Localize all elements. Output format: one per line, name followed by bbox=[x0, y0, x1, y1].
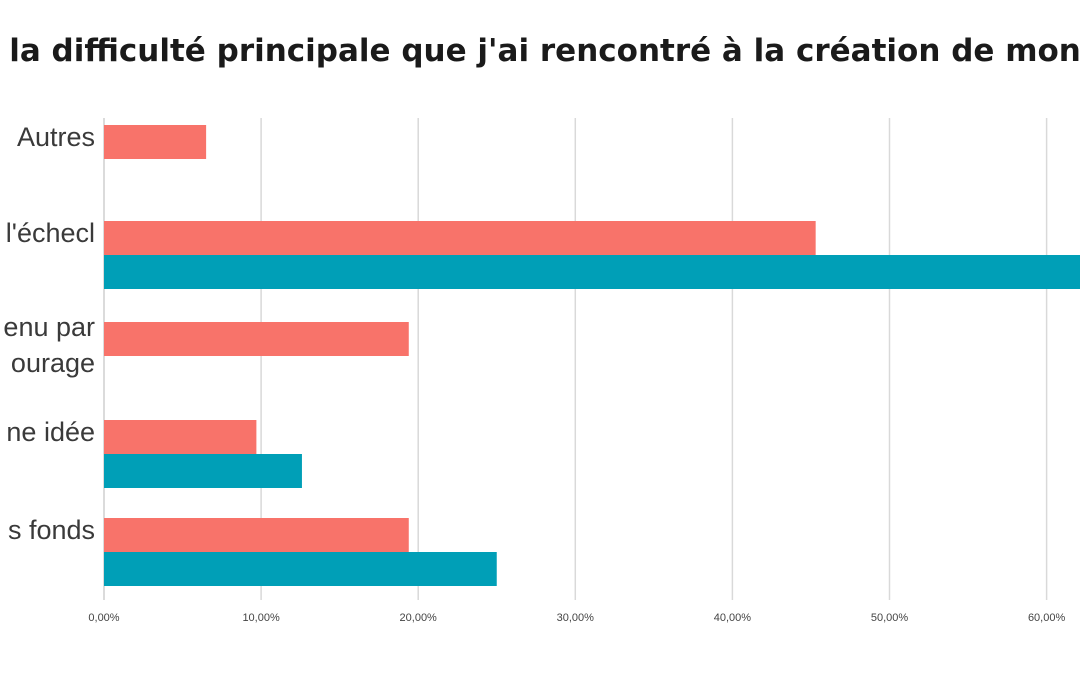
x-tick-label: 40,00% bbox=[714, 612, 752, 624]
x-tick-label: 30,00% bbox=[557, 612, 595, 624]
bar bbox=[104, 221, 816, 255]
x-axis-ticks: 0,00% 10,00% 20,00% 30,00% 40,00% 50,00% 60,00… bbox=[88, 612, 1065, 624]
x-tick-label: 10,00% bbox=[242, 612, 280, 624]
x-tick-label: 20,00% bbox=[400, 612, 438, 624]
category-label: ne idée bbox=[6, 417, 95, 447]
category-label: s fonds bbox=[8, 515, 95, 545]
category-label: ourage bbox=[11, 348, 95, 378]
bar bbox=[104, 322, 409, 356]
x-tick-label: 0,00% bbox=[88, 612, 119, 624]
chart-title-text: : la difficulté principale que j'ai renc… bbox=[0, 33, 1080, 69]
category-label: enu par bbox=[3, 312, 95, 342]
category-label: Autres bbox=[17, 122, 95, 152]
chart-title: : la difficulté principale que j'ai renc… bbox=[0, 0, 1080, 120]
bar bbox=[104, 518, 409, 552]
bar bbox=[104, 420, 257, 454]
x-tick-label: 60,00% bbox=[1028, 612, 1066, 624]
x-tick-label: 50,00% bbox=[871, 612, 909, 624]
gridlines bbox=[103, 118, 1048, 600]
bar bbox=[104, 255, 1080, 289]
category-labels: Autres l'échecl enu par ourage ne idée s fond… bbox=[3, 122, 95, 545]
bar bbox=[104, 552, 497, 586]
bar bbox=[104, 454, 302, 488]
category-label: l'échecl bbox=[6, 218, 95, 248]
bars bbox=[104, 125, 1080, 586]
bar bbox=[104, 125, 207, 159]
